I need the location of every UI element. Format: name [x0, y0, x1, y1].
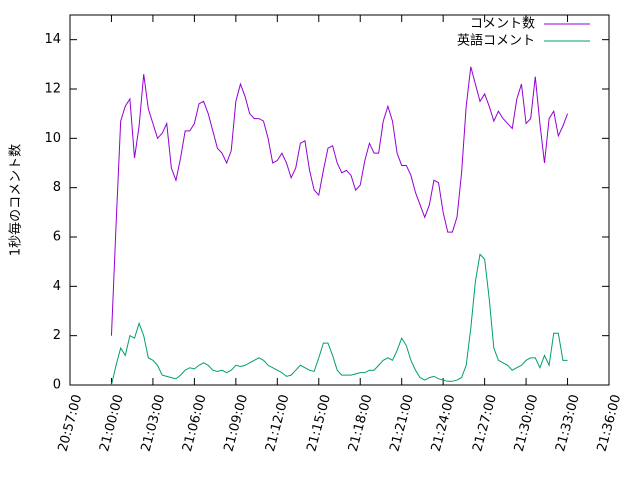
y-tick-label: 14: [44, 32, 61, 47]
legend-label: コメント数: [470, 17, 535, 32]
y-tick-label: 6: [53, 230, 61, 245]
y-tick-label: 4: [53, 279, 61, 294]
y-tick-label: 12: [44, 82, 61, 97]
series-line: [110, 253, 568, 386]
series-line: [110, 66, 569, 336]
y-tick-label: 10: [44, 131, 61, 146]
y-tick-label: 2: [53, 328, 61, 343]
y-tick-label: 0: [53, 378, 61, 393]
plot-border: [69, 14, 610, 386]
y-axis-label: 1秒毎のコメント数: [8, 144, 24, 256]
legend-label: 英語コメント: [457, 33, 535, 49]
y-tick-label: 8: [53, 180, 61, 195]
